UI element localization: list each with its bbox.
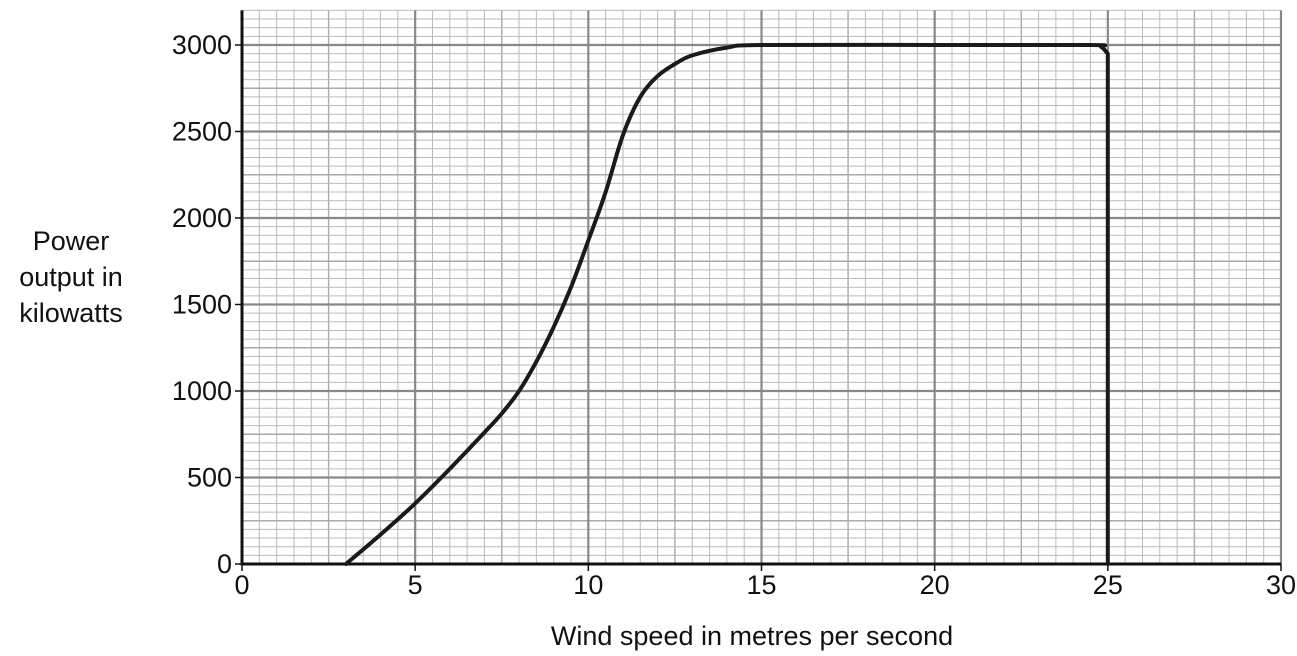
- x-tick-label: 0: [234, 570, 249, 600]
- y-tick-labels: 0 500 1000 1500 2000 2500 3000: [172, 30, 232, 579]
- x-tick-label: 15: [746, 570, 776, 600]
- x-tick-labels: 0 5 10 15 20 25 30: [234, 570, 1296, 600]
- axes: [235, 10, 1282, 571]
- x-tick-label: 30: [1266, 570, 1296, 600]
- y-tick-label: 2500: [172, 117, 232, 147]
- power-curve-line: [343, 42, 1110, 566]
- y-tick-label: 1500: [172, 290, 232, 320]
- y-axis-title-line-3: kilowatts: [19, 298, 123, 328]
- x-tick-label: 25: [1093, 570, 1123, 600]
- y-tick-label: 0: [217, 549, 232, 579]
- y-axis-title-line-2: output in: [19, 262, 123, 292]
- series-group: [343, 42, 1110, 566]
- x-axis-title: Wind speed in metres per second: [551, 621, 953, 651]
- x-tick-label: 5: [408, 570, 423, 600]
- y-tick-label: 3000: [172, 30, 232, 60]
- x-tick-label: 10: [573, 570, 603, 600]
- y-axis-title-line-1: Power: [33, 226, 110, 256]
- x-tick-label: 20: [920, 570, 950, 600]
- y-tick-label: 500: [187, 463, 232, 493]
- y-tick-label: 2000: [172, 203, 232, 233]
- y-tick-label: 1000: [172, 376, 232, 406]
